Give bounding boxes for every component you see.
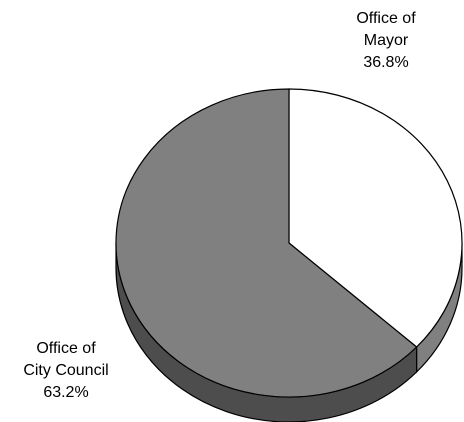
slice-top-0 [288, 88, 463, 348]
slice-value-council: 63.2% [43, 384, 89, 401]
slice-label-mayor-line1: Office of [356, 10, 416, 27]
slice-top-1 [115, 88, 418, 398]
slice-label-mayor-line2: Mayor [363, 32, 409, 49]
slice-label-council-line1: Office of [36, 340, 96, 357]
slice-label-city-council: Office of City Council 63.2% [8, 338, 124, 404]
slice-label-council-line2: City Council [23, 362, 109, 379]
slice-label-mayor: Office of Mayor 36.8% [330, 8, 442, 74]
slice-value-mayor: 36.8% [363, 54, 409, 71]
